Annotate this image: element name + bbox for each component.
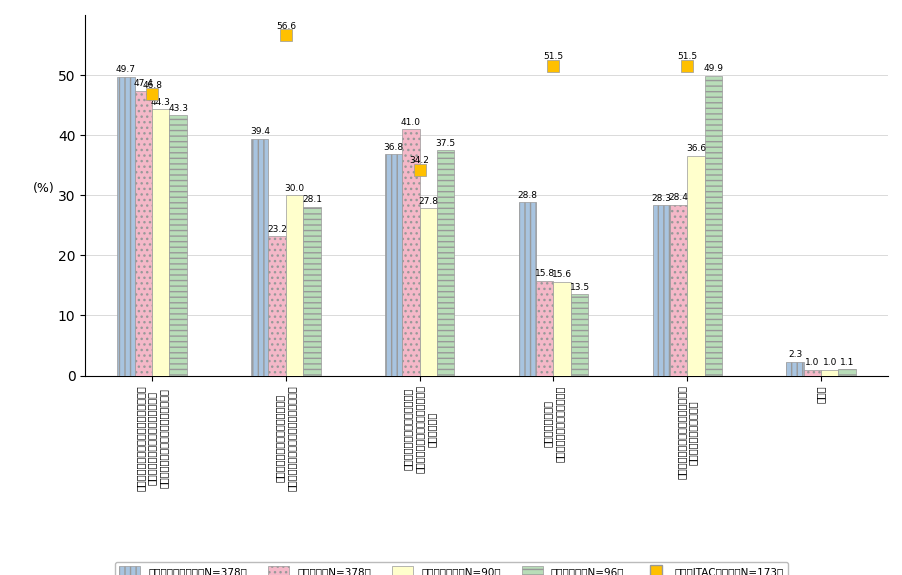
Text: 1.0: 1.0 <box>805 358 819 367</box>
Text: 41.0: 41.0 <box>400 118 420 126</box>
Bar <box>518 202 536 375</box>
Text: 36.8: 36.8 <box>383 143 403 152</box>
Text: 13.5: 13.5 <box>569 283 589 292</box>
Text: 27.8: 27.8 <box>418 197 437 206</box>
Text: 28.3: 28.3 <box>650 194 670 203</box>
Bar <box>268 236 286 375</box>
Text: 2.3: 2.3 <box>787 350 801 359</box>
Bar <box>803 370 820 375</box>
Bar <box>838 369 855 375</box>
Text: 23.2: 23.2 <box>267 225 287 233</box>
Text: 43.3: 43.3 <box>168 104 188 113</box>
Text: 47.4: 47.4 <box>133 79 153 89</box>
Text: 49.7: 49.7 <box>115 66 136 75</box>
Bar <box>669 205 686 375</box>
Y-axis label: (%): (%) <box>33 182 55 196</box>
Bar <box>553 282 570 375</box>
Text: 28.4: 28.4 <box>667 193 687 202</box>
Bar <box>134 91 152 375</box>
Bar <box>570 294 587 375</box>
Bar <box>384 155 402 375</box>
Text: 49.9: 49.9 <box>703 64 723 73</box>
Text: 34.2: 34.2 <box>410 156 429 165</box>
Text: 56.6: 56.6 <box>275 22 296 30</box>
Bar <box>536 281 553 375</box>
Bar <box>686 156 704 375</box>
Bar <box>652 205 669 375</box>
Text: 15.6: 15.6 <box>551 270 572 279</box>
Bar <box>419 209 437 375</box>
Bar <box>286 196 303 375</box>
Text: 28.8: 28.8 <box>517 191 537 200</box>
Bar <box>152 109 170 375</box>
Bar <box>704 76 722 375</box>
Text: 39.4: 39.4 <box>250 128 270 136</box>
Bar <box>820 370 838 375</box>
Text: 44.3: 44.3 <box>151 98 170 107</box>
Text: 30.0: 30.0 <box>284 184 304 193</box>
Bar <box>402 129 419 375</box>
Bar <box>251 139 268 375</box>
Text: 51.5: 51.5 <box>676 52 696 62</box>
Bar <box>170 116 187 375</box>
Legend: 日本（一般）企業（N=378）, 米国企業（N=378）, イギリス企業（N=90）, ドイツ企業（N=96）, 日本（ITAC）企業（N=173）: 日本（一般）企業（N=378）, 米国企業（N=378）, イギリス企業（N=9… <box>115 562 787 575</box>
Text: 36.6: 36.6 <box>686 144 705 153</box>
Text: 15.8: 15.8 <box>534 269 554 278</box>
Text: 46.8: 46.8 <box>142 81 161 90</box>
Text: 1.0: 1.0 <box>822 358 836 367</box>
Bar <box>117 77 134 375</box>
Text: 51.5: 51.5 <box>543 52 563 62</box>
Bar <box>303 206 320 375</box>
Bar <box>786 362 803 375</box>
Text: 28.1: 28.1 <box>301 196 322 204</box>
Text: 37.5: 37.5 <box>436 139 456 148</box>
Text: 1.1: 1.1 <box>839 358 853 366</box>
Bar <box>437 150 454 375</box>
